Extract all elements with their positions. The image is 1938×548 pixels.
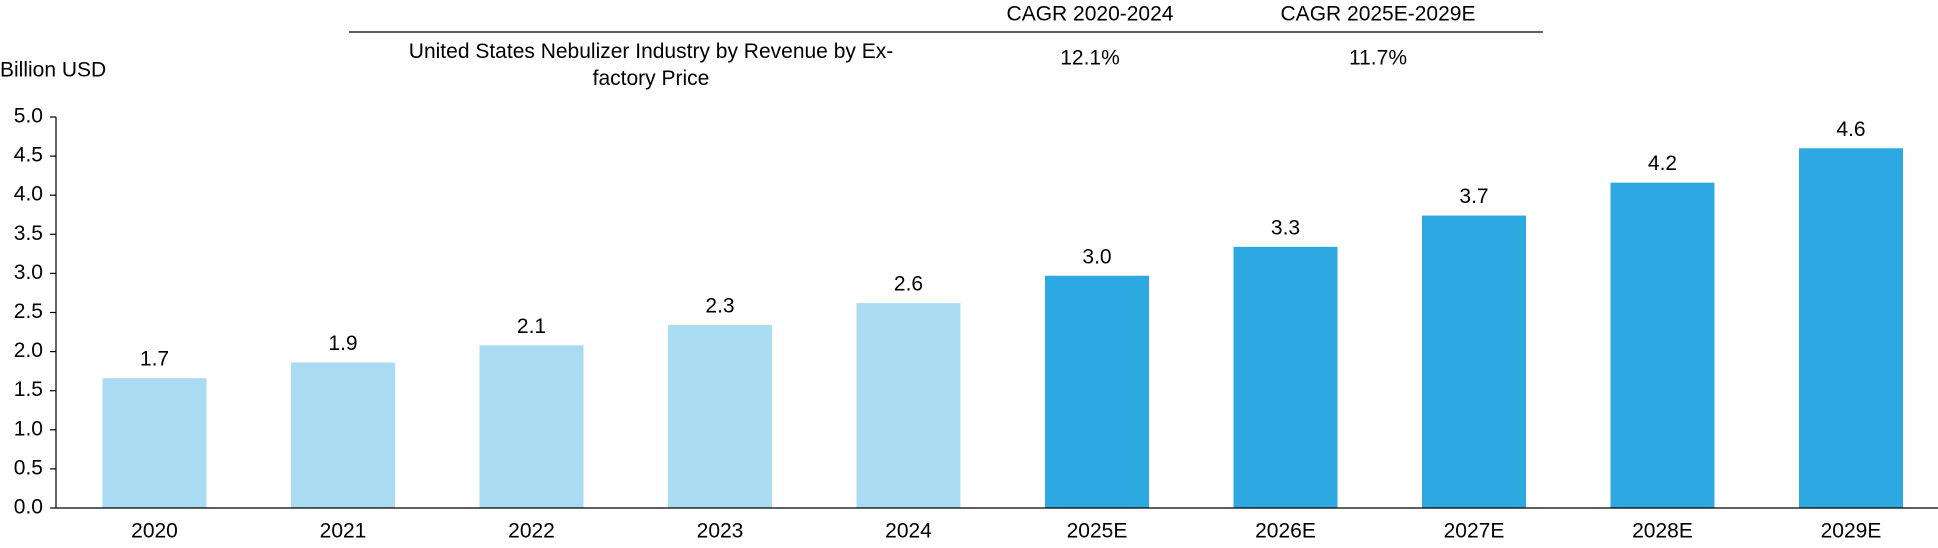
y-tick-label: 3.5 [14,222,43,245]
table-row-label: United States Nebulizer Industry by Reve… [408,40,894,90]
y-tick-label: 2.5 [14,300,43,323]
x-tick-label: 2028E [1632,520,1693,543]
bar [856,303,961,508]
y-tick-label: 0.0 [14,496,43,519]
bar [291,362,395,508]
bar [668,325,772,508]
bar [1799,148,1903,508]
value-label: 2.6 [894,273,923,296]
x-tick-label: 2029E [1821,520,1882,543]
x-tick-label: 2024 [885,520,932,543]
y-tick-label: 5.0 [14,105,43,128]
bar [1233,246,1338,508]
y-tick-label: 4.5 [14,144,43,167]
value-label: 4.2 [1648,152,1677,175]
value-label: 3.0 [1082,245,1111,268]
x-tick-label: 2027E [1444,520,1505,543]
x-tick-label: 2026E [1255,520,1316,543]
value-label: 1.7 [140,348,169,371]
bar [102,378,207,508]
x-tick-label: 2023 [697,520,744,543]
table-header: CAGR 2020-2024 [1007,3,1174,26]
x-tick-label: 2020 [131,520,178,543]
bar [1045,275,1149,508]
y-tick-label: 2.0 [14,339,43,362]
value-label: 2.1 [517,315,546,338]
y-tick-label: 0.5 [14,456,43,479]
table-value: 11.7% [1349,47,1407,70]
y-tick-label: 3.0 [14,261,43,284]
bar [1422,215,1526,509]
x-tick-label: 2022 [508,520,555,543]
y-tick-label: 4.0 [14,183,43,206]
bar [479,345,584,508]
x-tick-label: 2025E [1067,520,1128,543]
table-header: CAGR 2025E-2029E [1281,3,1476,26]
y-tick-label: 1.5 [14,378,43,401]
table-value: 12.1% [1060,47,1120,70]
value-label: 1.9 [328,332,357,355]
y-tick-label: 1.0 [14,417,43,440]
value-label: 2.3 [705,295,734,318]
value-label: 3.7 [1459,185,1488,208]
value-label: 3.3 [1271,216,1300,239]
bar [1610,182,1715,509]
x-tick-label: 2021 [320,520,367,543]
value-label: 4.6 [1836,118,1865,141]
y-axis-label: Billion USD [0,59,106,82]
